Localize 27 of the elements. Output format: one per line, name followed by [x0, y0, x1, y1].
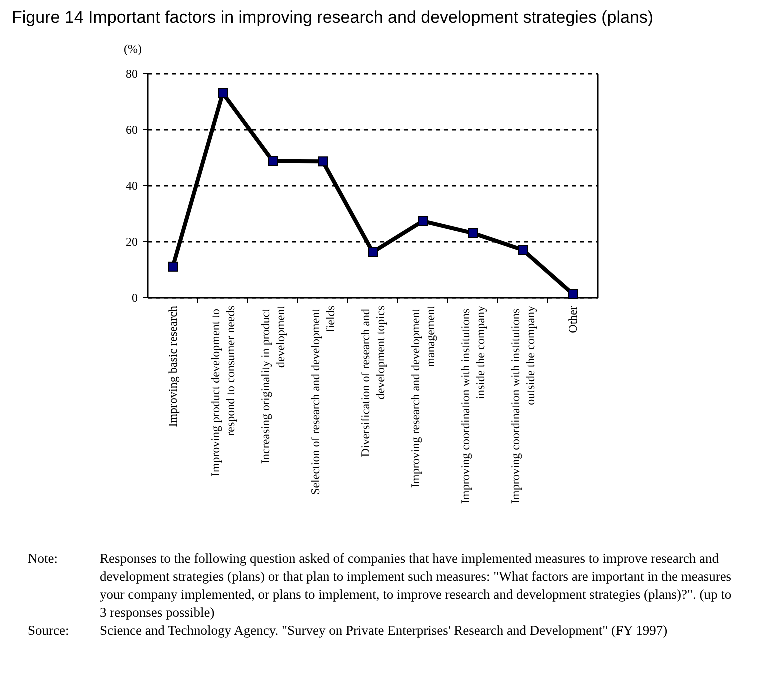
y-tick-label: 20: [126, 235, 138, 250]
point: [518, 245, 528, 256]
y-tick-label: 60: [126, 123, 138, 138]
point: [318, 156, 328, 167]
chart-title: Figure 14 Important factors in improving research and development strategies (plans): [12, 8, 654, 27]
y-tick-label: 0: [132, 291, 138, 306]
point: [218, 88, 228, 98]
point: [268, 156, 278, 166]
x-tick-label: Increasing originality in product development: [258, 305, 288, 464]
text: Note: Responses to the following question asked of companies that have implemented measures to improve research and development strategies (plans) or that plan to implement such measures: "What factors are important in the measures your company implemented, or plans to implement, to improve research and development strategies (plans)?". (up to 3 responses possible): [28, 551, 732, 620]
x-tick-label: Improving coordination with institutions outside the company: [508, 306, 538, 504]
x-tick-label: Improving product development to respond to consumer needs: [208, 306, 238, 477]
point: [568, 289, 578, 300]
x-tick-label: Other: [566, 306, 580, 334]
x-tick-label: Improving basic research: [166, 306, 180, 428]
point: [168, 262, 178, 272]
text: Source: Science and Technology Agency. "Survey on Private Enterprises' Research and Development" (FY 1997): [28, 623, 668, 638]
x-tick-label: Improving research and development management: [408, 305, 438, 488]
y-axis-title: (%): [124, 42, 142, 56]
y-tick-label: 40: [126, 179, 138, 194]
point: [368, 247, 378, 258]
point: [418, 216, 428, 226]
y-tick-label: 80: [126, 67, 138, 82]
x-tick-label: Improving coordination with institutions inside the company: [458, 306, 488, 504]
point: [468, 228, 478, 238]
x-tick-label: Selection of research and development fields: [308, 306, 338, 495]
x-tick-label: Diversification of research and development topics: [358, 306, 388, 458]
